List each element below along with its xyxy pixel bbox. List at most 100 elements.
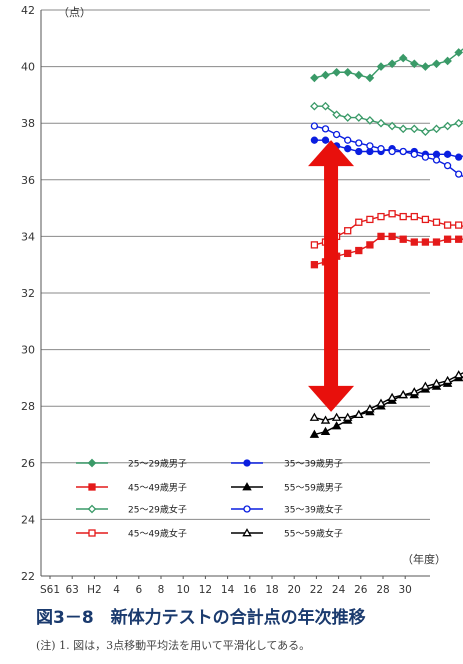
data-point: [309, 429, 320, 438]
data-point: [454, 48, 463, 57]
legend-label: 55～59歳男子: [284, 482, 343, 494]
data-point: [310, 122, 319, 130]
legend-marker: [243, 459, 251, 467]
series-6: [310, 122, 463, 178]
legend-marker: [242, 482, 252, 491]
data-point: [421, 62, 430, 71]
data-point: [443, 56, 452, 66]
x-tick-label: S61: [40, 584, 60, 596]
data-point: [398, 124, 408, 134]
data-point: [365, 404, 375, 413]
data-point: [321, 136, 330, 144]
data-point: [443, 150, 452, 158]
y-tick-label: 24: [21, 513, 35, 526]
data-point: [410, 150, 418, 158]
legend-label: 25～29歳男子: [128, 458, 187, 470]
data-point: [431, 378, 442, 387]
data-point: [354, 409, 364, 419]
data-point: [421, 153, 430, 161]
figure-note: (注) 1. 図は，3点移動平均法を用いて平滑化してある。: [36, 639, 311, 652]
series-7: [310, 210, 463, 249]
data-point: [455, 153, 463, 161]
x-tick-label: 16: [243, 584, 257, 596]
y-tick-label: 34: [21, 230, 35, 243]
data-point: [409, 59, 419, 69]
data-point: [409, 387, 420, 396]
x-tick-label: H2: [87, 584, 102, 596]
data-point: [387, 392, 397, 402]
data-point: [432, 218, 441, 226]
data-point: [399, 235, 407, 243]
arrow-head-up: [308, 140, 355, 167]
data-point: [355, 246, 363, 255]
line-chart: 22 24 26 28 30 32 34 36 38 40 42 S61 63 H2 4 6 8 10 12 14 16…: [21, 4, 463, 596]
y-tick-label: 38: [21, 117, 35, 130]
data-point: [310, 136, 319, 144]
data-point: [377, 232, 385, 241]
legend-label: 45～49歳女子: [128, 528, 187, 540]
x-tick-label: 4: [113, 584, 120, 596]
data-point: [366, 241, 374, 249]
data-point: [343, 67, 353, 77]
double-arrow-1: [308, 140, 355, 412]
data-point: [344, 249, 352, 258]
annotation-layer: [308, 140, 355, 412]
y-tick-label: 32: [21, 287, 35, 300]
data-point: [442, 375, 453, 385]
data-point: [310, 73, 319, 83]
series-layer: [309, 48, 463, 438]
data-point: [420, 381, 431, 390]
data-point: [344, 145, 352, 153]
data-point: [310, 241, 319, 249]
arrow-shaft: [324, 164, 339, 388]
data-point: [443, 235, 452, 243]
series-8: [309, 370, 463, 424]
x-tick-label: 18: [265, 584, 278, 596]
series-1: [310, 48, 463, 83]
data-point: [398, 53, 408, 63]
data-point: [355, 139, 363, 147]
data-point: [366, 142, 374, 150]
data-point: [388, 210, 396, 218]
data-point: [321, 101, 330, 111]
data-point: [377, 145, 385, 153]
grid-layer: [41, 9, 430, 520]
x-tick-label: 28: [376, 584, 389, 596]
data-point: [320, 415, 331, 424]
data-point: [344, 227, 352, 235]
y-tick-label: 28: [21, 400, 35, 413]
y-tick-label: 36: [21, 174, 35, 187]
data-point: [410, 212, 418, 221]
data-point: [455, 221, 463, 229]
y-tick-label: 26: [21, 457, 35, 470]
x-tick-label: 30: [399, 584, 412, 596]
data-point: [342, 412, 353, 421]
data-point: [321, 125, 330, 133]
legend-marker: [87, 504, 97, 514]
x-tick-label: 24: [332, 584, 346, 596]
legend-marker: [88, 483, 96, 491]
data-point: [455, 170, 463, 178]
data-point: [432, 156, 441, 164]
data-point: [376, 398, 386, 407]
legend-label: 45～49歳男子: [128, 482, 187, 494]
data-point: [454, 118, 463, 128]
data-point: [443, 161, 452, 170]
data-point: [399, 147, 407, 156]
data-point: [409, 124, 419, 134]
data-point: [310, 261, 319, 269]
data-point: [432, 238, 441, 246]
data-point: [366, 215, 374, 224]
data-point: [310, 101, 319, 111]
x-tick-label: 63: [66, 584, 79, 596]
data-point: [321, 70, 330, 80]
data-point: [387, 121, 397, 131]
data-point: [453, 370, 463, 379]
x-tick-label: 12: [199, 584, 212, 596]
legend-marker: [88, 529, 96, 537]
data-point: [332, 110, 341, 120]
x-axis-unit: （年度）: [402, 552, 446, 566]
data-point: [344, 136, 352, 144]
data-point: [365, 116, 375, 125]
